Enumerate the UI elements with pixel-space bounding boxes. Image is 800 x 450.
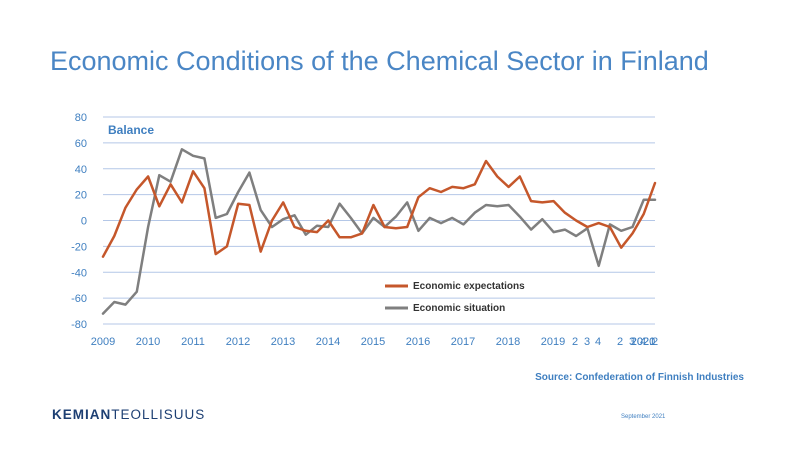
chart-series <box>101 148 657 315</box>
x-tick-label: 2 <box>572 336 578 348</box>
company-logo: KEMIANTEOLLISUUS <box>52 407 205 422</box>
legend: Economic expectations Economic situation <box>385 281 525 314</box>
grid-lines <box>103 116 655 325</box>
y-axis-tick-labels: -80 -60 -40 -20 0 20 40 60 80 <box>71 112 87 331</box>
x-tick-label: 2012 <box>226 336 250 348</box>
x-tick-label: 2016 <box>406 336 430 348</box>
series-line-economic-expectations <box>101 159 657 258</box>
x-tick-label: 2020 <box>631 336 655 348</box>
x-tick-label: 2018 <box>496 336 520 348</box>
date-label: September 2021 <box>621 414 666 420</box>
series-line-economic-situation <box>101 148 657 315</box>
y-tick-label: 20 <box>75 190 87 202</box>
source-note: Source: Confederation of Finnish Industr… <box>535 372 744 383</box>
y-axis-label: Balance <box>108 123 154 137</box>
x-tick-label: 2015 <box>361 336 385 348</box>
legend-label-situation: Economic situation <box>413 303 505 314</box>
logo-text-part1: KEMIAN <box>52 407 112 422</box>
y-tick-label: 40 <box>75 164 87 176</box>
y-tick-label: 0 <box>81 216 87 228</box>
x-tick-label: 4 <box>595 336 601 348</box>
x-tick-label: 4 <box>640 336 646 348</box>
x-tick-label: 2017 <box>451 336 475 348</box>
x-tick-label: 3 <box>629 336 635 348</box>
y-tick-label: 80 <box>75 112 87 124</box>
x-tick-label: 2019 <box>541 336 565 348</box>
y-tick-label: -20 <box>71 241 87 253</box>
y-tick-label: -80 <box>71 319 87 331</box>
logo-text-part2: TEOLLISUUS <box>111 407 206 422</box>
y-tick-label: 60 <box>75 138 87 150</box>
x-tick-label: 2014 <box>316 336 340 348</box>
y-tick-label: -40 <box>71 267 87 279</box>
x-tick-label: 3 <box>584 336 590 348</box>
x-tick-label: 2021 <box>631 336 655 348</box>
x-axis-tick-labels: 2009 2010 2011 2012 2013 2014 2015 2016 2017 2018… <box>91 336 658 348</box>
x-tick-label: 2011 <box>181 336 205 348</box>
x-tick-label: 2013 <box>271 336 295 348</box>
y-tick-label: -60 <box>71 293 87 305</box>
page-title: Economic Conditions of the Chemical Sect… <box>50 46 709 76</box>
x-tick-label: 2010 <box>136 336 160 348</box>
x-tick-label: 2 <box>652 336 658 348</box>
x-tick-label: 2 <box>617 336 623 348</box>
legend-label-expectations: Economic expectations <box>413 281 525 292</box>
x-tick-label: 2009 <box>91 336 115 348</box>
